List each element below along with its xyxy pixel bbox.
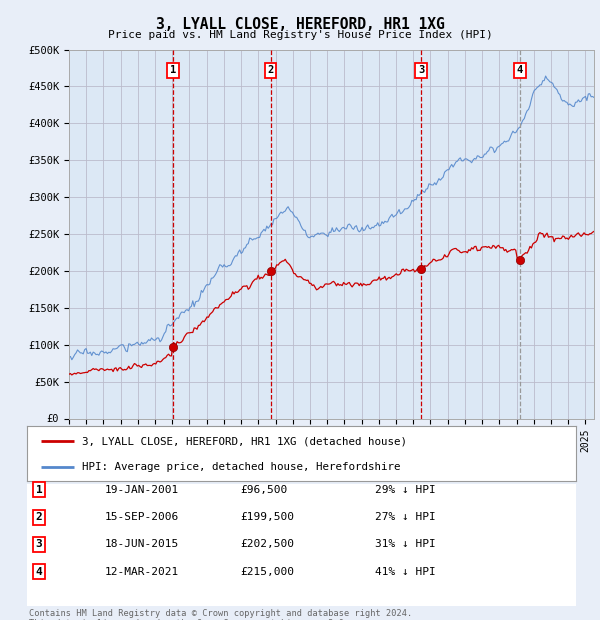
- Text: 12-MAR-2021: 12-MAR-2021: [105, 567, 179, 577]
- Text: 41% ↓ HPI: 41% ↓ HPI: [375, 567, 436, 577]
- Text: Contains HM Land Registry data © Crown copyright and database right 2024.
This d: Contains HM Land Registry data © Crown c…: [29, 609, 412, 620]
- Text: Price paid vs. HM Land Registry's House Price Index (HPI): Price paid vs. HM Land Registry's House …: [107, 30, 493, 40]
- Text: 4: 4: [35, 567, 43, 577]
- Text: 1: 1: [35, 485, 43, 495]
- Text: 31% ↓ HPI: 31% ↓ HPI: [375, 539, 436, 549]
- Text: 27% ↓ HPI: 27% ↓ HPI: [375, 512, 436, 522]
- Text: £199,500: £199,500: [240, 512, 294, 522]
- Text: 1: 1: [170, 65, 176, 75]
- Text: 29% ↓ HPI: 29% ↓ HPI: [375, 485, 436, 495]
- Text: 18-JUN-2015: 18-JUN-2015: [105, 539, 179, 549]
- Text: 3, LYALL CLOSE, HEREFORD, HR1 1XG: 3, LYALL CLOSE, HEREFORD, HR1 1XG: [155, 17, 445, 32]
- Text: 15-SEP-2006: 15-SEP-2006: [105, 512, 179, 522]
- Text: 2: 2: [35, 512, 43, 522]
- Text: £215,000: £215,000: [240, 567, 294, 577]
- Text: HPI: Average price, detached house, Herefordshire: HPI: Average price, detached house, Here…: [82, 462, 400, 472]
- Text: 19-JAN-2001: 19-JAN-2001: [105, 485, 179, 495]
- Text: 3: 3: [418, 65, 424, 75]
- Text: 3: 3: [35, 539, 43, 549]
- Text: £202,500: £202,500: [240, 539, 294, 549]
- Text: 3, LYALL CLOSE, HEREFORD, HR1 1XG (detached house): 3, LYALL CLOSE, HEREFORD, HR1 1XG (detac…: [82, 436, 407, 446]
- Text: 4: 4: [517, 65, 523, 75]
- Text: £96,500: £96,500: [240, 485, 287, 495]
- Text: 2: 2: [268, 65, 274, 75]
